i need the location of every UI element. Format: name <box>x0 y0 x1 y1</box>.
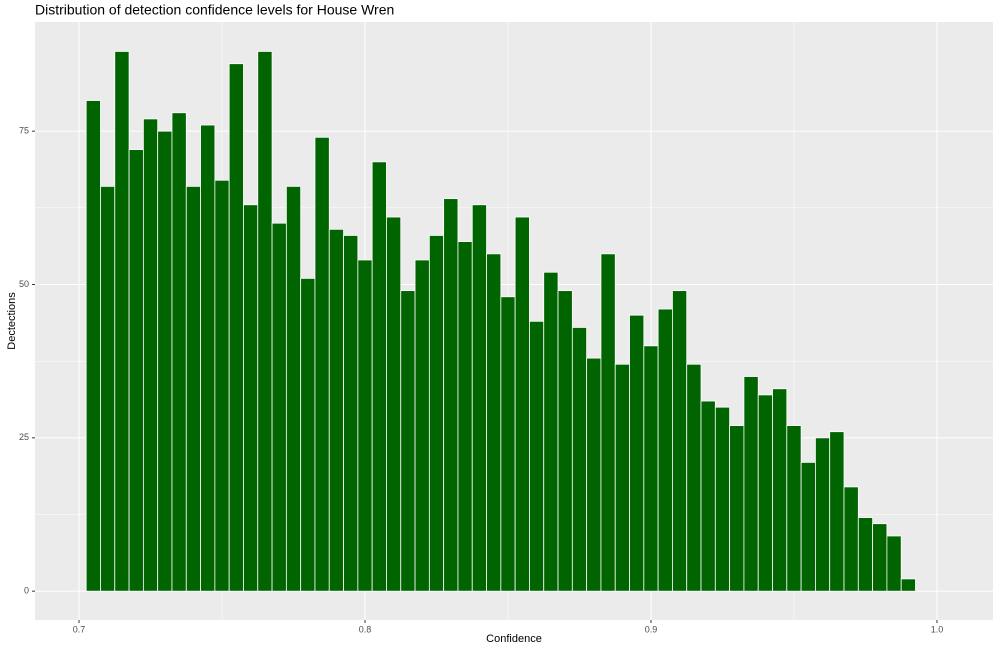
bar <box>786 425 802 592</box>
x-tick-label: 0.8 <box>359 624 372 634</box>
y-tick-label: 50 <box>19 279 29 289</box>
bar <box>900 578 916 592</box>
bar <box>657 308 673 592</box>
bar <box>571 327 588 592</box>
bar <box>114 51 130 592</box>
bar <box>729 425 745 592</box>
bar <box>414 259 430 592</box>
bar <box>757 394 773 592</box>
bar <box>200 124 216 592</box>
bar <box>371 161 387 592</box>
y-axis-label: Dectections <box>6 292 18 350</box>
y-tick-label: 25 <box>19 432 29 442</box>
x-axis-label: Confidence <box>486 633 542 645</box>
bar <box>772 388 788 592</box>
bar <box>314 136 330 592</box>
bar <box>514 216 530 592</box>
bar <box>457 241 473 592</box>
bar <box>443 198 459 592</box>
bar <box>471 204 487 592</box>
bar <box>800 461 816 592</box>
y-tick-label: 0 <box>24 586 29 596</box>
bar <box>386 216 402 592</box>
chart-title: Distribution of detection confidence lev… <box>35 2 394 18</box>
bar <box>529 320 545 592</box>
bar <box>857 517 874 592</box>
bar <box>843 486 859 592</box>
bar <box>815 437 831 592</box>
bar <box>85 100 101 592</box>
bar <box>157 130 173 592</box>
bar <box>886 535 902 592</box>
y-tick-label: 75 <box>19 126 29 136</box>
x-tick-label: 0.7 <box>73 624 86 634</box>
bar <box>743 376 759 592</box>
bar <box>614 363 630 592</box>
bar <box>428 235 445 592</box>
bar <box>543 271 559 592</box>
bar <box>100 185 116 592</box>
bar <box>557 290 573 592</box>
bar <box>672 290 688 592</box>
bar <box>629 314 645 592</box>
x-tick-label: 0.9 <box>645 624 658 634</box>
bar <box>829 431 845 592</box>
bar <box>486 253 502 592</box>
bar <box>214 179 230 592</box>
bar <box>872 523 888 592</box>
bar <box>285 185 302 592</box>
bar <box>257 51 273 592</box>
bar <box>357 259 373 592</box>
bar <box>128 149 144 592</box>
bar <box>686 363 702 592</box>
bar <box>328 228 344 592</box>
bar <box>271 222 287 592</box>
bar <box>714 406 731 592</box>
bar <box>243 204 259 592</box>
bar <box>171 112 187 592</box>
bar <box>500 296 516 592</box>
bar <box>643 345 659 592</box>
bar <box>228 63 244 592</box>
bar <box>600 253 616 592</box>
bar <box>400 290 416 592</box>
x-tick-label: 1.0 <box>931 624 944 634</box>
bar <box>300 277 316 592</box>
bar <box>343 235 359 592</box>
bar <box>586 357 602 592</box>
bar <box>700 400 716 592</box>
bar <box>185 185 201 592</box>
bar <box>142 118 159 592</box>
